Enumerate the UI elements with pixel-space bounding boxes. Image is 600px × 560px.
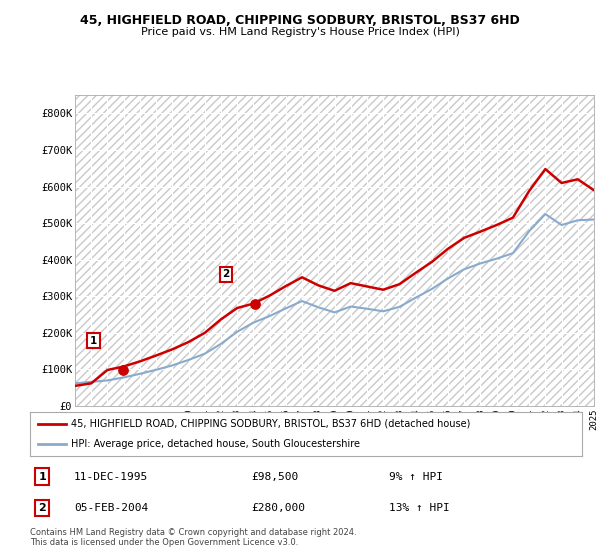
Text: 2: 2 xyxy=(222,269,229,279)
Text: 1: 1 xyxy=(90,336,97,346)
Text: 45, HIGHFIELD ROAD, CHIPPING SODBURY, BRISTOL, BS37 6HD (detached house): 45, HIGHFIELD ROAD, CHIPPING SODBURY, BR… xyxy=(71,419,471,429)
Text: £98,500: £98,500 xyxy=(251,472,298,482)
Point xyxy=(118,366,128,375)
Point xyxy=(250,299,260,308)
Text: 1: 1 xyxy=(38,472,46,482)
Text: 11-DEC-1995: 11-DEC-1995 xyxy=(74,472,148,482)
Text: 13% ↑ HPI: 13% ↑ HPI xyxy=(389,503,449,513)
Text: 9% ↑ HPI: 9% ↑ HPI xyxy=(389,472,443,482)
Text: £280,000: £280,000 xyxy=(251,503,305,513)
Text: Price paid vs. HM Land Registry's House Price Index (HPI): Price paid vs. HM Land Registry's House … xyxy=(140,27,460,37)
Text: 2: 2 xyxy=(38,503,46,513)
Text: 05-FEB-2004: 05-FEB-2004 xyxy=(74,503,148,513)
Text: 45, HIGHFIELD ROAD, CHIPPING SODBURY, BRISTOL, BS37 6HD: 45, HIGHFIELD ROAD, CHIPPING SODBURY, BR… xyxy=(80,14,520,27)
Text: Contains HM Land Registry data © Crown copyright and database right 2024.
This d: Contains HM Land Registry data © Crown c… xyxy=(30,528,356,547)
Text: HPI: Average price, detached house, South Gloucestershire: HPI: Average price, detached house, Sout… xyxy=(71,439,361,449)
